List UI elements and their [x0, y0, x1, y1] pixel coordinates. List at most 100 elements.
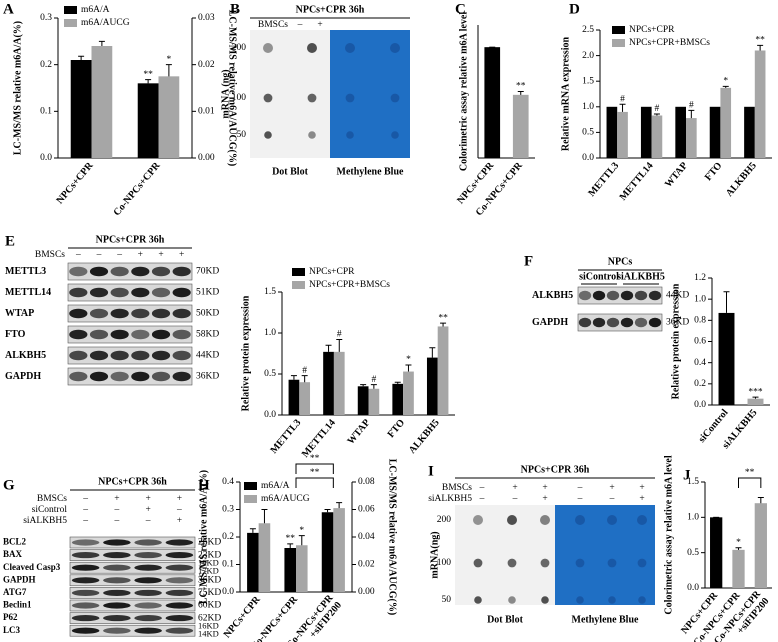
y-axis-label: Colorimetric assay relative m6A level: [663, 455, 674, 614]
error-bar: [619, 103, 626, 112]
bar: [606, 106, 618, 158]
caption: Dot Blot: [487, 614, 524, 625]
condition-sign: +: [177, 494, 182, 504]
band: [172, 308, 191, 319]
y2-axis-label: LC-MS/MS relative m6A/AUCG(%): [387, 459, 398, 615]
x-tick-label: METTL3: [586, 160, 621, 199]
amount-label: 200: [437, 515, 452, 525]
protein-label: P62: [3, 612, 18, 622]
size-label: 60KD: [198, 601, 221, 611]
bar: [710, 517, 723, 588]
condition-sign: –: [75, 250, 81, 260]
tick-label: 0.2: [222, 532, 234, 542]
condition-sign: –: [145, 516, 151, 526]
band: [165, 589, 194, 596]
band: [578, 290, 592, 301]
protein-label: METTL3: [5, 266, 46, 277]
blot-strip: [69, 624, 196, 637]
bar: [288, 379, 300, 415]
legend-swatch: [64, 6, 77, 14]
band: [165, 602, 194, 609]
error-bar: [165, 64, 172, 77]
x-tick-label: WTAP: [663, 160, 690, 189]
comparison-label: **: [310, 468, 320, 478]
amount-label: 100: [232, 93, 247, 103]
dot: [264, 131, 272, 139]
bar: [512, 94, 529, 158]
dot: [637, 515, 647, 525]
legend-label: NPCs+CPR: [629, 25, 675, 35]
band: [648, 317, 662, 328]
size-label: 58KD: [196, 330, 219, 340]
band: [69, 329, 88, 340]
tick-label: 0.0: [687, 583, 699, 593]
bar: [484, 47, 501, 158]
error-bar: [688, 109, 695, 119]
error-bar: [261, 509, 268, 524]
legend-swatch: [244, 495, 257, 503]
size-label: 23KD: [198, 550, 221, 560]
band: [89, 266, 109, 277]
significance-marker: **: [516, 82, 526, 92]
significance-marker: *: [723, 77, 728, 87]
band: [71, 539, 100, 546]
blot-title: NPCs+CPR 36h: [96, 234, 165, 245]
blot-title: NPCs+CPR 36h: [98, 476, 167, 487]
caption: Methylene Blue: [572, 614, 639, 625]
tick-label: 1.5: [264, 287, 276, 297]
bar: [323, 351, 334, 415]
condition-sign: –: [82, 505, 88, 515]
size-label: 36KD: [196, 372, 219, 382]
band: [634, 290, 648, 301]
error-bar: [78, 55, 85, 60]
significance-marker: #: [302, 366, 307, 376]
size-label: 75KD: [198, 588, 221, 598]
condition-label: BMSCs: [37, 494, 67, 504]
error-bar: [405, 364, 412, 372]
panel-letter: F: [524, 253, 533, 269]
bar: [426, 357, 438, 415]
condition-sign: +: [145, 505, 150, 515]
dot: [541, 596, 549, 604]
band: [69, 371, 88, 382]
dot: [390, 43, 400, 53]
significance-marker: *: [736, 538, 741, 548]
tick-label: 1.5: [582, 76, 594, 86]
x-tick-label: WTAP: [345, 417, 372, 446]
size-label: 70KD: [196, 267, 219, 277]
dot: [307, 43, 317, 53]
significance-marker: *: [299, 526, 304, 536]
protein-label: Beclin1: [3, 600, 32, 610]
band: [592, 317, 606, 328]
significance-marker: *: [167, 55, 172, 65]
protein-label: BCL2: [3, 537, 27, 547]
band: [69, 308, 88, 319]
blot-strip: [69, 536, 196, 549]
size-label: 17KD: [198, 566, 219, 576]
bar: [754, 50, 766, 159]
band: [620, 317, 634, 328]
band: [89, 350, 109, 361]
bar: [91, 46, 113, 158]
tick-label: 1.0: [582, 102, 594, 112]
band: [165, 552, 194, 559]
bar: [392, 383, 404, 415]
band: [620, 290, 634, 301]
dot: [575, 558, 585, 568]
tick-label: 1.0: [687, 513, 699, 523]
x-tick-label: METTL14: [618, 160, 656, 202]
size-label: 44KD: [196, 351, 219, 361]
size-label: 14KD: [198, 629, 219, 639]
amount-label: 100: [437, 558, 452, 568]
band: [172, 371, 191, 382]
protein-label: ATG7: [3, 587, 27, 597]
band: [103, 577, 131, 584]
bar: [258, 523, 271, 592]
error-bar: [290, 375, 297, 380]
significance-marker: ***: [748, 387, 763, 397]
band: [134, 627, 162, 634]
band: [151, 329, 171, 340]
band: [103, 552, 131, 559]
error-bar: [723, 291, 730, 313]
